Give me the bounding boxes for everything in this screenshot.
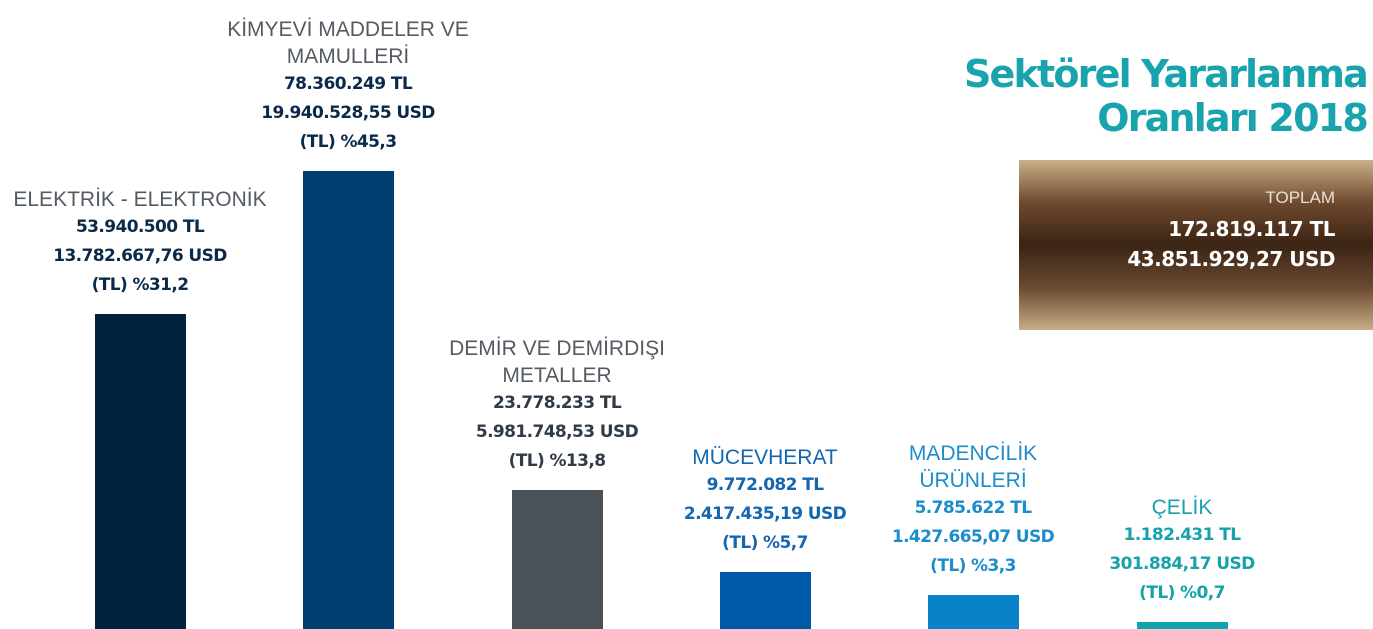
share-label: (TL) %0,7 xyxy=(1139,583,1225,604)
total-tl: 172.819.117 TL xyxy=(1168,217,1335,241)
value-label: 78.360.249 TL xyxy=(283,74,413,94)
bar-label: KİMYEVİ MADDELER VE MAMULLERİ 78.360.249 … xyxy=(208,16,488,157)
category-label: KİMYEVİ MADDELER VE MAMULLERİ xyxy=(227,18,469,68)
bar xyxy=(1136,622,1228,629)
category-label: ÇELİK xyxy=(1151,496,1213,520)
total-usd: 43.851.929,27 USD xyxy=(1127,247,1335,271)
share-label: (TL) %13,8 xyxy=(508,451,606,472)
bar xyxy=(927,595,1019,629)
share-label: (TL) %3,3 xyxy=(930,556,1016,577)
bar xyxy=(302,171,394,629)
category-label: DEMİR VE DEMİRDIŞI METALLER xyxy=(449,337,665,388)
usd-label: 301.884,17 USD xyxy=(1109,554,1255,575)
usd-label: 19.940.528,55 USD xyxy=(261,103,435,123)
value-label: 53.940.500 TL xyxy=(75,216,205,237)
usd-label: 5.981.748,53 USD xyxy=(475,422,639,443)
value-label: 5.785.622 TL xyxy=(914,498,1032,519)
bar xyxy=(719,571,811,629)
bar-label: ÇELİK 1.182.431 TL 301.884,17 USD (TL) %0,7 xyxy=(1107,494,1257,608)
bar-label: ELEKTRİK - ELEKTRONİK 53.940.500 TL 13.782… xyxy=(0,186,290,300)
bar xyxy=(94,313,186,629)
usd-label: 13.782.667,76 USD xyxy=(53,245,227,266)
share-label: (TL) %45,3 xyxy=(299,132,397,152)
category-label: MADENCİLİK ÜRÜNLERİ xyxy=(908,442,1038,493)
bar-label: MADENCİLİK ÜRÜNLERİ 5.785.622 TL 1.427.665… xyxy=(888,440,1058,581)
value-label: 23.778.233 TL xyxy=(492,393,622,414)
total-box: TOPLAM 172.819.117 TL 43.851.929,27 USD xyxy=(1019,160,1373,330)
category-label: MÜCEVHERAT xyxy=(692,445,838,469)
category-label: ELEKTRİK - ELEKTRONİK xyxy=(13,187,267,211)
chart-title: Sektörel Yararlanma Oranları 2018 xyxy=(963,52,1369,140)
value-label: 1.182.431 TL xyxy=(1123,525,1241,546)
share-label: (TL) %5,7 xyxy=(722,532,808,553)
usd-label: 2.417.435,19 USD xyxy=(683,503,847,524)
usd-label: 1.427.665,07 USD xyxy=(891,527,1055,548)
bar xyxy=(511,490,603,629)
value-label: 9.772.082 TL xyxy=(706,474,824,495)
total-label: TOPLAM xyxy=(1265,188,1335,207)
bar-label: DEMİR VE DEMİRDIŞI METALLER 23.778.233 TL… xyxy=(432,335,682,476)
bar-label: MÜCEVHERAT 9.772.082 TL 2.417.435,19 USD (T… xyxy=(665,444,865,558)
share-label: (TL) %31,2 xyxy=(91,274,189,295)
